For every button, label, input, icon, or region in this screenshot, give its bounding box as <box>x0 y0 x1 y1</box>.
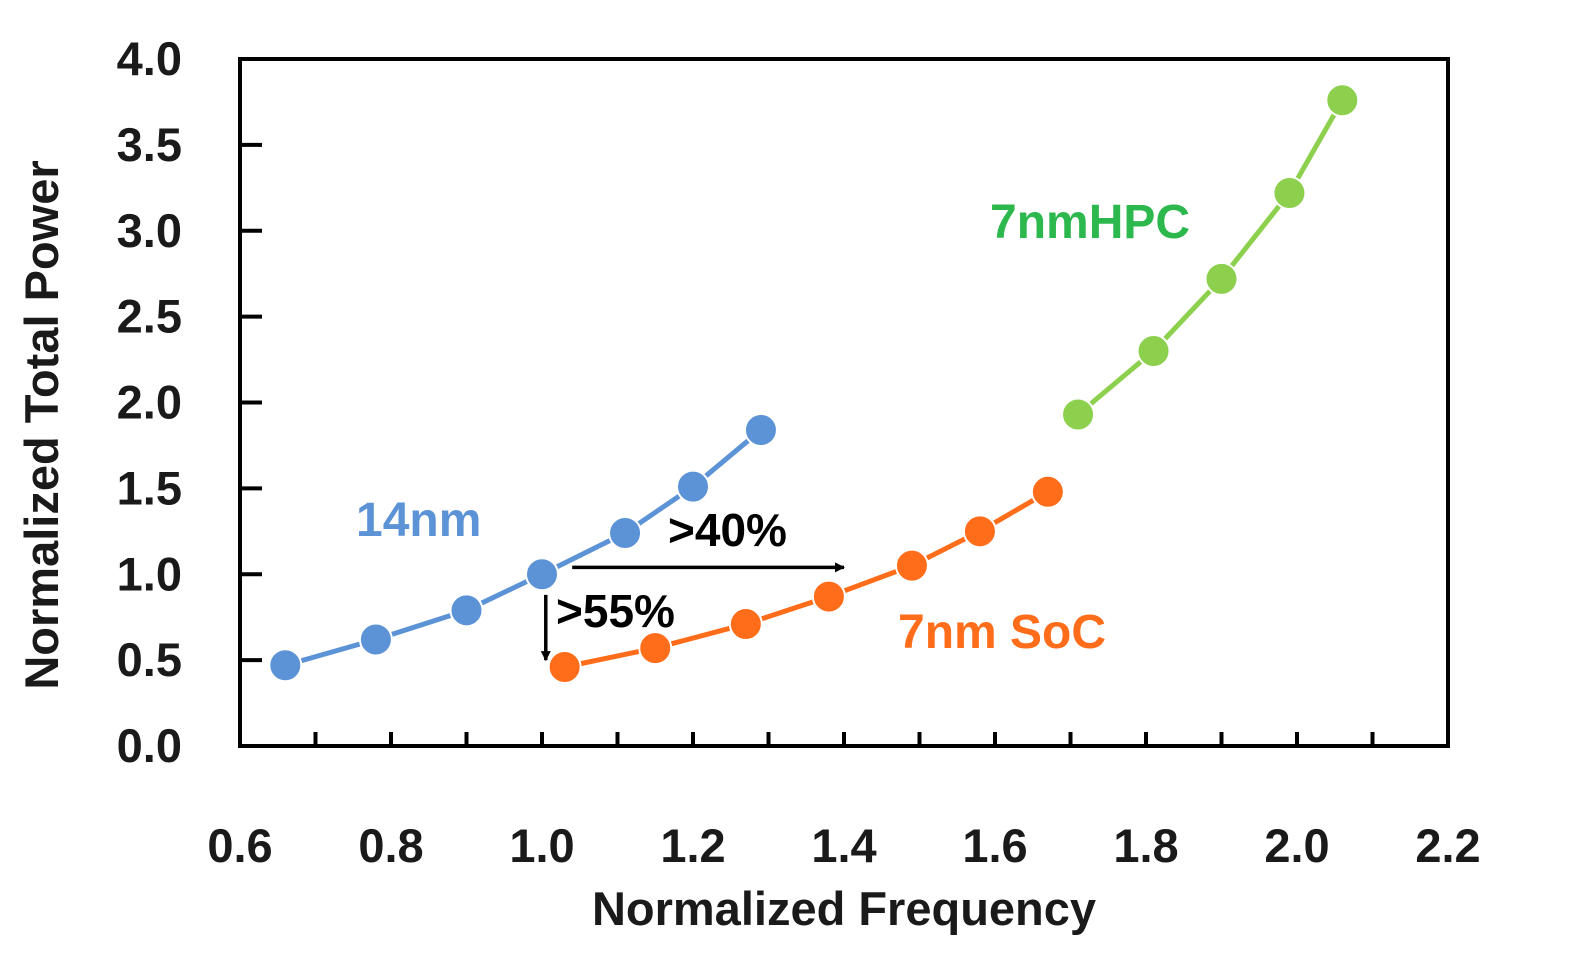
data-point-7nmhpc <box>1136 333 1171 368</box>
x-tick-label: 1.6 <box>962 819 1027 872</box>
y-axis-label: Normalized Total Power <box>15 160 68 689</box>
data-point-14nm <box>676 469 710 504</box>
data-point-7nm-soc <box>894 548 929 583</box>
data-point-7nmhpc <box>1272 175 1307 210</box>
data-point-7nm-soc <box>1030 474 1065 509</box>
y-tick-label: 3.0 <box>117 204 182 257</box>
data-point-14nm <box>449 593 484 628</box>
y-tick-label: 1.5 <box>117 461 182 514</box>
series-line-7nmhpc <box>1076 98 1345 417</box>
data-point-7nm-soc <box>547 649 582 684</box>
data-point-7nmhpc <box>1325 83 1360 118</box>
x-tick-label: 0.8 <box>358 819 423 872</box>
series-label-7nmhpc: 7nmHPC <box>990 196 1190 249</box>
x-tick-label: 2.2 <box>1415 819 1480 872</box>
data-point-7nm-soc <box>638 631 673 666</box>
x-tick-label: 1.2 <box>660 819 725 872</box>
data-point-14nm <box>268 648 303 683</box>
data-point-14nm <box>608 516 643 551</box>
data-point-14nm <box>743 412 778 447</box>
y-tick-label: 4.0 <box>117 32 182 85</box>
data-point-7nm-soc <box>962 514 997 549</box>
data-point-14nm <box>358 622 393 657</box>
y-tick-label: 0.0 <box>117 719 182 772</box>
x-tick-label: 2.0 <box>1264 819 1329 872</box>
series-label-7nm-soc: 7nm SoC <box>898 606 1106 659</box>
x-tick-label: 1.0 <box>509 819 574 872</box>
data-point-7nm-soc <box>811 579 846 614</box>
y-tick-label: 0.5 <box>117 633 182 686</box>
x-tick-label: 1.8 <box>1113 819 1178 872</box>
x-axis: 0.6 0.8 1.0 1.2 1.4 1.6 1.8 2.0 2.2 <box>207 732 1481 872</box>
y-tick-label: 3.5 <box>117 118 182 171</box>
y-tick-label: 2.0 <box>117 376 182 429</box>
data-point-7nmhpc <box>1204 261 1239 296</box>
y-axis: 0.0 0.5 1.0 1.5 2.0 2.5 3.0 3.5 4.0 <box>117 32 262 772</box>
data-point-7nm-soc <box>728 607 763 642</box>
data-point-7nmhpc <box>1061 397 1096 432</box>
series-layer <box>268 83 1360 684</box>
x-tick-label: 0.6 <box>207 819 272 872</box>
annotation-label-55: >55% <box>556 585 675 637</box>
plot-frame <box>238 57 1450 748</box>
y-tick-label: 2.5 <box>117 290 182 343</box>
data-point-14nm <box>525 557 559 592</box>
x-axis-label: Normalized Frequency <box>592 882 1096 935</box>
x-tick-label: 1.4 <box>811 819 876 872</box>
annotation-label-40: >40% <box>668 504 787 556</box>
y-tick-label: 1.0 <box>117 547 182 600</box>
series-label-14nm: 14nm <box>356 494 481 547</box>
annotation-layer <box>540 562 845 662</box>
